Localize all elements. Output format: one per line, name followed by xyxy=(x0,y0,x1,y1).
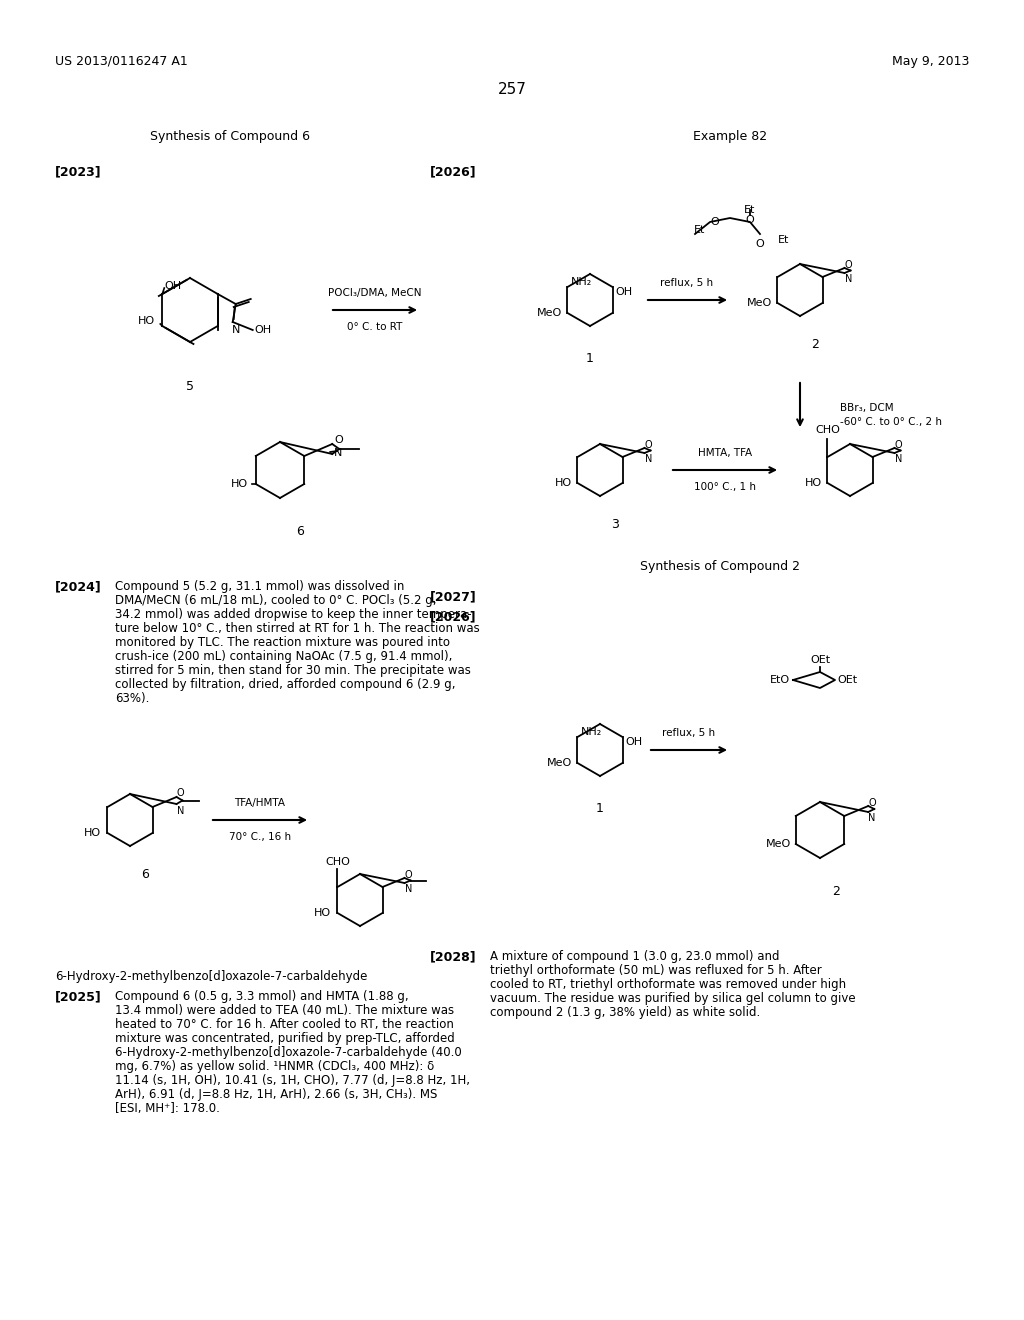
Text: 70° C., 16 h: 70° C., 16 h xyxy=(229,832,291,842)
Text: 0° C. to RT: 0° C. to RT xyxy=(347,322,402,333)
Text: US 2013/0116247 A1: US 2013/0116247 A1 xyxy=(55,55,187,69)
Text: cooled to RT, triethyl orthoformate was removed under high: cooled to RT, triethyl orthoformate was … xyxy=(490,978,846,991)
Text: CHO: CHO xyxy=(815,425,840,436)
Text: DMA/MeCN (6 mL/18 mL), cooled to 0° C. POCl₃ (5.2 g,: DMA/MeCN (6 mL/18 mL), cooled to 0° C. P… xyxy=(115,594,436,607)
Text: O: O xyxy=(644,440,652,450)
Text: HO: HO xyxy=(138,315,156,326)
Text: N: N xyxy=(845,275,852,284)
Text: N: N xyxy=(404,884,412,894)
Text: O: O xyxy=(895,440,902,450)
Text: N: N xyxy=(231,325,240,335)
Text: reflux, 5 h: reflux, 5 h xyxy=(663,729,716,738)
Text: 257: 257 xyxy=(498,82,526,96)
Text: mg, 6.7%) as yellow solid. ¹HNMR (CDCl₃, 400 MHz): δ: mg, 6.7%) as yellow solid. ¹HNMR (CDCl₃,… xyxy=(115,1060,434,1073)
Text: 6-Hydroxy-2-methylbenzo[d]oxazole-7-carbaldehyde (40.0: 6-Hydroxy-2-methylbenzo[d]oxazole-7-carb… xyxy=(115,1045,462,1059)
Text: Example 82: Example 82 xyxy=(693,129,767,143)
Text: HO: HO xyxy=(84,828,101,838)
Text: A mixture of compound 1 (3.0 g, 23.0 mmol) and: A mixture of compound 1 (3.0 g, 23.0 mmo… xyxy=(490,950,779,964)
Text: Et: Et xyxy=(744,205,756,215)
Text: OEt: OEt xyxy=(810,655,830,665)
Text: N: N xyxy=(176,807,184,816)
Text: mixture was concentrated, purified by prep-TLC, afforded: mixture was concentrated, purified by pr… xyxy=(115,1032,455,1045)
Text: O: O xyxy=(404,870,412,880)
Text: monitored by TLC. The reaction mixture was poured into: monitored by TLC. The reaction mixture w… xyxy=(115,636,450,649)
Text: OEt: OEt xyxy=(837,675,857,685)
Text: 34.2 mmol) was added dropwise to keep the inner tempera-: 34.2 mmol) was added dropwise to keep th… xyxy=(115,609,472,620)
Text: MeO: MeO xyxy=(547,758,572,768)
Text: compound 2 (1.3 g, 38% yield) as white solid.: compound 2 (1.3 g, 38% yield) as white s… xyxy=(490,1006,760,1019)
Text: [2026]: [2026] xyxy=(430,165,476,178)
Text: O: O xyxy=(711,216,720,227)
Text: MeO: MeO xyxy=(538,308,562,318)
Text: 2: 2 xyxy=(833,884,840,898)
Text: POCl₃/DMA, MeCN: POCl₃/DMA, MeCN xyxy=(329,288,422,298)
Text: O: O xyxy=(756,239,764,249)
Text: 6: 6 xyxy=(141,869,148,880)
Text: MeO: MeO xyxy=(748,298,772,308)
Text: EtO: EtO xyxy=(770,675,790,685)
Text: 5: 5 xyxy=(186,380,194,393)
Text: crush-ice (200 mL) containing NaOAc (7.5 g, 91.4 mmol),: crush-ice (200 mL) containing NaOAc (7.5… xyxy=(115,649,453,663)
Text: stirred for 5 min, then stand for 30 min. The precipitate was: stirred for 5 min, then stand for 30 min… xyxy=(115,664,471,677)
Text: TFA/HMTA: TFA/HMTA xyxy=(234,799,286,808)
Text: 6: 6 xyxy=(296,525,304,539)
Text: Compound 5 (5.2 g, 31.1 mmol) was dissolved in: Compound 5 (5.2 g, 31.1 mmol) was dissol… xyxy=(115,579,404,593)
Text: 63%).: 63%). xyxy=(115,692,150,705)
Text: [2028]: [2028] xyxy=(430,950,476,964)
Text: N: N xyxy=(895,454,902,465)
Text: [2025]: [2025] xyxy=(55,990,101,1003)
Text: HO: HO xyxy=(805,478,822,488)
Text: [2027]: [2027] xyxy=(430,590,477,603)
Text: triethyl orthoformate (50 mL) was refluxed for 5 h. After: triethyl orthoformate (50 mL) was reflux… xyxy=(490,964,821,977)
Text: O: O xyxy=(176,788,184,799)
Text: Synthesis of Compound 6: Synthesis of Compound 6 xyxy=(150,129,310,143)
Text: ArH), 6.91 (d, J=8.8 Hz, 1H, ArH), 2.66 (s, 3H, CH₃). MS: ArH), 6.91 (d, J=8.8 Hz, 1H, ArH), 2.66 … xyxy=(115,1088,437,1101)
Text: reflux, 5 h: reflux, 5 h xyxy=(660,279,714,288)
Text: collected by filtration, dried, afforded compound 6 (2.9 g,: collected by filtration, dried, afforded… xyxy=(115,678,456,690)
Text: HO: HO xyxy=(555,478,572,488)
Text: -60° C. to 0° C., 2 h: -60° C. to 0° C., 2 h xyxy=(840,417,942,426)
Text: NH₂: NH₂ xyxy=(581,727,602,737)
Text: 6-Hydroxy-2-methylbenzo[d]oxazole-7-carbaldehyde: 6-Hydroxy-2-methylbenzo[d]oxazole-7-carb… xyxy=(55,970,368,983)
Text: NH₂: NH₂ xyxy=(570,277,592,286)
Text: O: O xyxy=(845,260,852,271)
Text: OH: OH xyxy=(615,286,633,297)
Text: [ESI, MH⁺]: 178.0.: [ESI, MH⁺]: 178.0. xyxy=(115,1102,220,1115)
Text: [2024]: [2024] xyxy=(55,579,101,593)
Text: MeO: MeO xyxy=(766,840,791,849)
Text: vacuum. The residue was purified by silica gel column to give: vacuum. The residue was purified by sili… xyxy=(490,993,856,1005)
Text: ture below 10° C., then stirred at RT for 1 h. The reaction was: ture below 10° C., then stirred at RT fo… xyxy=(115,622,480,635)
Text: heated to 70° C. for 16 h. After cooled to RT, the reaction: heated to 70° C. for 16 h. After cooled … xyxy=(115,1018,454,1031)
Text: 100° C., 1 h: 100° C., 1 h xyxy=(694,482,756,492)
Text: BBr₃, DCM: BBr₃, DCM xyxy=(840,403,894,413)
Text: N: N xyxy=(644,454,652,465)
Text: Synthesis of Compound 2: Synthesis of Compound 2 xyxy=(640,560,800,573)
Text: O: O xyxy=(334,436,343,445)
Text: N: N xyxy=(868,813,876,822)
Text: [2023]: [2023] xyxy=(55,165,101,178)
Text: N: N xyxy=(334,447,343,458)
Text: CHO: CHO xyxy=(325,857,350,867)
Text: 3: 3 xyxy=(611,517,618,531)
Text: May 9, 2013: May 9, 2013 xyxy=(892,55,969,69)
Text: 1: 1 xyxy=(596,803,604,814)
Text: 11.14 (s, 1H, OH), 10.41 (s, 1H, CHO), 7.77 (d, J=8.8 Hz, 1H,: 11.14 (s, 1H, OH), 10.41 (s, 1H, CHO), 7… xyxy=(115,1074,470,1086)
Text: 13.4 mmol) were added to TEA (40 mL). The mixture was: 13.4 mmol) were added to TEA (40 mL). Th… xyxy=(115,1005,454,1016)
Text: Et: Et xyxy=(778,235,790,246)
Text: HO: HO xyxy=(314,908,332,917)
Text: HMTA, TFA: HMTA, TFA xyxy=(698,447,752,458)
Text: 2: 2 xyxy=(811,338,819,351)
Text: OH: OH xyxy=(626,737,643,747)
Text: 1: 1 xyxy=(586,352,594,366)
Text: O: O xyxy=(745,215,755,224)
Text: Compound 6 (0.5 g, 3.3 mmol) and HMTA (1.88 g,: Compound 6 (0.5 g, 3.3 mmol) and HMTA (1… xyxy=(115,990,409,1003)
Text: Et: Et xyxy=(694,224,706,235)
Text: OH: OH xyxy=(255,325,271,335)
Text: [2026]: [2026] xyxy=(430,610,476,623)
Text: HO: HO xyxy=(230,479,248,488)
Text: OH: OH xyxy=(164,281,181,290)
Text: O: O xyxy=(868,799,876,808)
